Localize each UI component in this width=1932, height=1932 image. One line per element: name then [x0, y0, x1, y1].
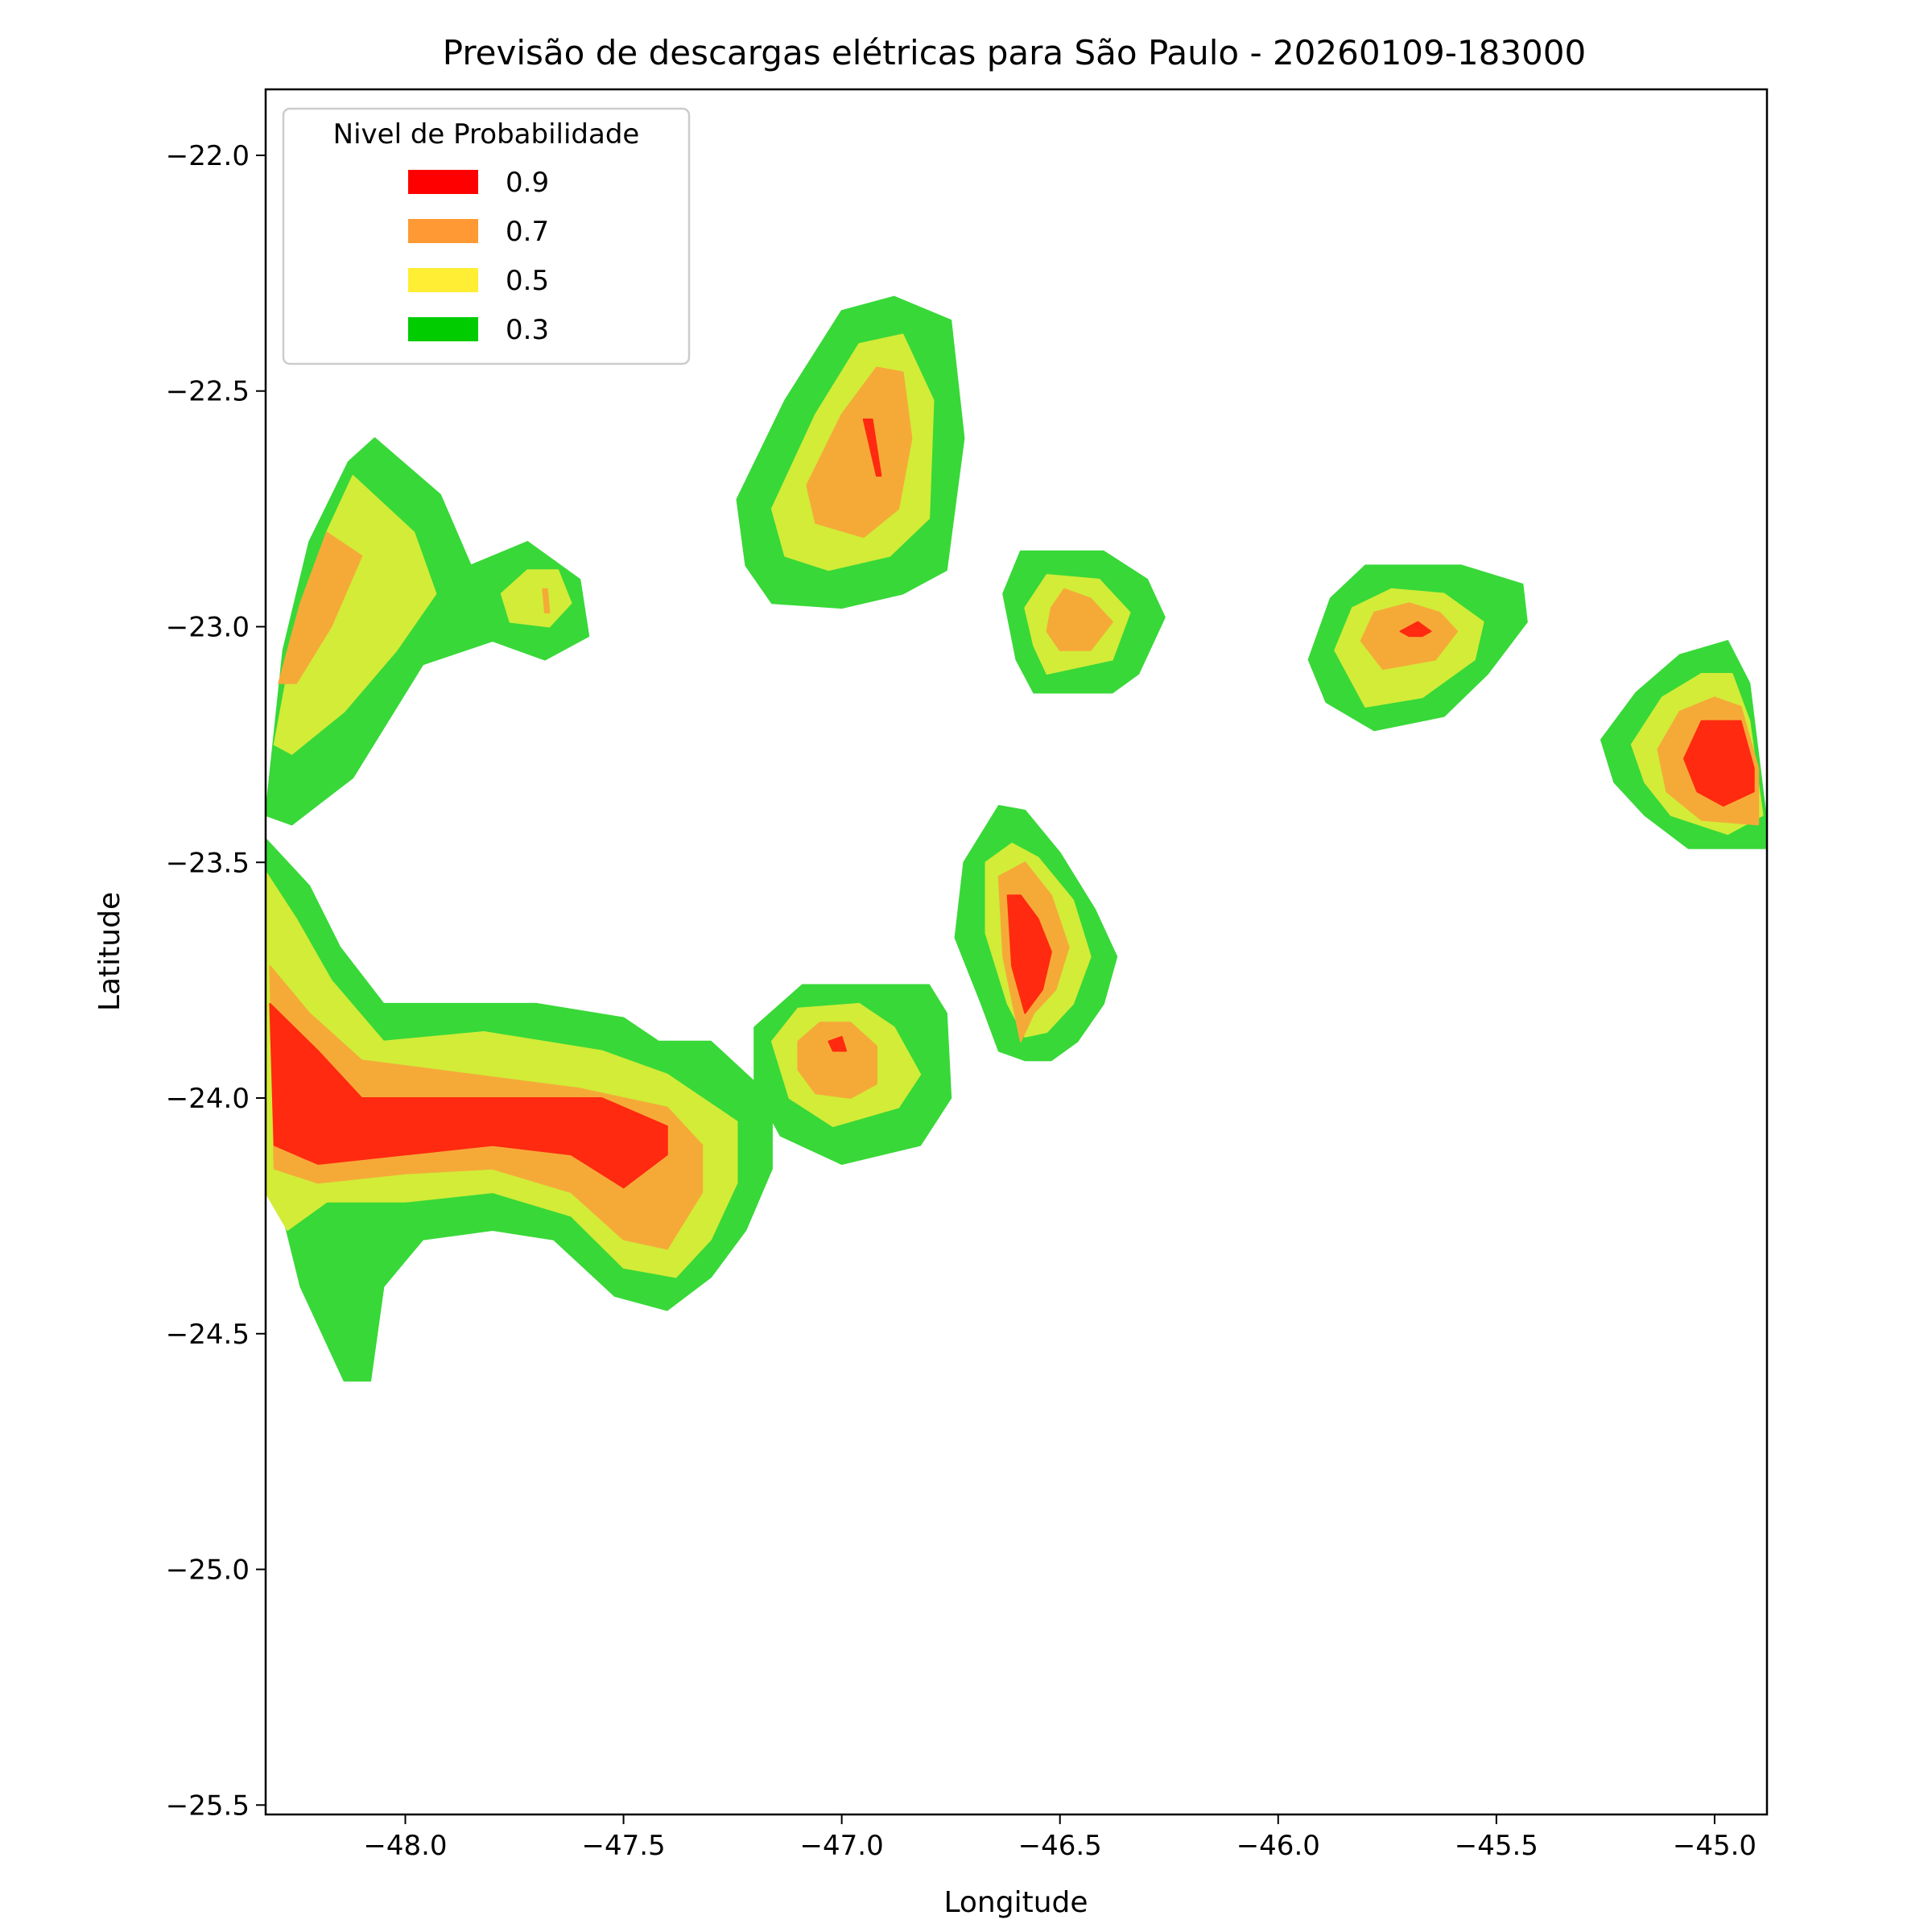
legend: Nivel de Probabilidade 0.9 0.7 0.5 0.3 [282, 107, 691, 365]
contour-level-09-cell-south-center [1006, 894, 1052, 1014]
cell-northwest [266, 437, 590, 826]
legend-label-07: 0.7 [506, 216, 549, 248]
y-tick-label: −24.0 [166, 1083, 250, 1115]
x-tick-label: −46.5 [1018, 1830, 1102, 1862]
y-tick-label: −22.0 [166, 140, 250, 172]
legend-swatch-09 [408, 170, 478, 194]
legend-swatch-07 [408, 219, 478, 243]
x-tick-label: −46.0 [1236, 1830, 1320, 1862]
y-tick-label: −22.5 [166, 376, 250, 408]
contour-level-07-cell-north-center [806, 366, 913, 539]
legend-entries: 0.9 0.7 0.5 0.3 [408, 167, 549, 346]
cell-southwest [266, 838, 773, 1382]
cell-east [1600, 640, 1767, 849]
contour-layer [266, 295, 1767, 1382]
cell-south-small [753, 984, 952, 1165]
y-tick-label: −23.5 [166, 847, 250, 879]
cell-center-north [1002, 550, 1166, 694]
contour-level-07-cell-south-small [797, 1022, 877, 1099]
contour-level-09-cell-north-center [862, 418, 882, 477]
legend-label-09: 0.9 [506, 167, 549, 199]
x-tick-label: −45.5 [1455, 1830, 1538, 1862]
y-axis: −22.0 −22.5 −23.0 −23.5 −24.0 −24.5 −25.0 −25.5 [166, 140, 266, 1822]
contour-level-05-cell-northwest-small [500, 569, 572, 628]
x-tick-label: −47.0 [800, 1830, 884, 1862]
legend-label-05: 0.5 [506, 265, 549, 297]
contour-level-07-cell-center-north [1046, 588, 1113, 651]
y-tick-label: −23.0 [166, 611, 250, 643]
contour-level-09-cell-east [1683, 720, 1755, 807]
chart-title: Previsão de descargas elétricas para São… [443, 33, 1586, 72]
y-tick-label: −24.5 [166, 1319, 250, 1351]
legend-swatch-03 [408, 317, 478, 341]
y-tick-label: −25.5 [166, 1790, 250, 1822]
contour-level-09-cell-southwest [269, 1002, 668, 1189]
cell-south-center [954, 805, 1118, 1062]
y-axis-label: Latitude [93, 892, 126, 1011]
legend-title: Nivel de Probabilidade [333, 118, 640, 151]
contour-level-07-cell-northwest-small [542, 588, 551, 613]
cell-northwest-small [500, 569, 572, 628]
axes-frame [264, 88, 1769, 1816]
contour-level-07-cell-northwest [278, 531, 363, 684]
cell-east-center [1307, 564, 1528, 732]
contour-level-09-cell-south-small [828, 1035, 848, 1052]
cell-north-center [736, 295, 965, 609]
x-axis-label: Longitude [943, 1886, 1088, 1919]
x-tick-label: −45.0 [1673, 1830, 1757, 1862]
y-tick-label: −25.0 [166, 1554, 250, 1587]
legend-box [282, 107, 691, 365]
contour-level-09-cell-east-center [1399, 621, 1432, 638]
x-tick-label: −48.0 [363, 1830, 447, 1862]
x-axis: −48.0 −47.5 −47.0 −46.5 −46.0 −45.5 −45.0 [363, 1814, 1757, 1862]
x-tick-label: −47.5 [581, 1830, 665, 1862]
legend-label-03: 0.3 [506, 314, 549, 346]
legend-swatch-05 [408, 268, 478, 292]
